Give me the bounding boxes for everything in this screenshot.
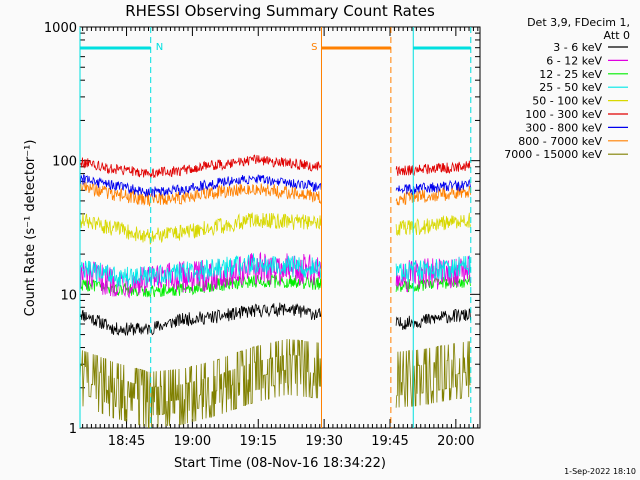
- annotation-label: S: [311, 42, 317, 53]
- legend-entry-label: 7000 - 15000 keV: [504, 148, 602, 161]
- legend-entry-label: 6 - 12 keV: [546, 54, 602, 67]
- legend-header-line: Att 0: [604, 29, 630, 42]
- y-tick-label: 1000: [44, 21, 77, 36]
- legend-entry-label: 50 - 100 keV: [532, 95, 602, 108]
- series-line-6-after: [395, 160, 471, 177]
- series-line-1-before: [79, 302, 322, 337]
- legend-header-line: Det 3,9, FDecim 1,: [527, 16, 630, 29]
- annotation-label: N: [156, 42, 163, 53]
- legend-entry-label: 100 - 300 keV: [525, 108, 602, 121]
- x-axis-label: Start Time (08-Nov-16 18:34:22): [174, 456, 386, 471]
- series-line-5-after: [395, 212, 471, 236]
- y-axis-label: Count Rate (s⁻¹ detector⁻¹): [23, 140, 38, 317]
- x-tick-label: 19:45: [371, 434, 408, 449]
- legend-entry-label: 800 - 7000 keV: [518, 135, 602, 148]
- footer-date: 1-Sep-2022 18:10: [564, 467, 636, 476]
- series-line-7-after: [395, 178, 471, 196]
- chart-title: RHESSI Observing Summary Count Rates: [125, 2, 435, 20]
- x-tick-label: 19:15: [240, 434, 277, 449]
- legend-entry-label: 12 - 25 keV: [539, 68, 602, 81]
- x-tick-label: 19:30: [305, 434, 342, 449]
- x-tick-label: 20:00: [437, 434, 474, 449]
- series-line-8-after: [395, 185, 471, 206]
- series-line-7-before: [79, 173, 322, 198]
- series-line-9-after: [395, 341, 471, 408]
- x-tick-label: 19:00: [174, 434, 211, 449]
- series-line-1-after: [395, 308, 471, 330]
- y-tick-label: 1: [69, 422, 77, 437]
- series-line-5-before: [79, 212, 322, 245]
- series-line-4-before: [79, 253, 322, 288]
- x-tick-label: 18:45: [108, 434, 145, 449]
- series-line-4-after: [395, 255, 471, 283]
- series-line-8-before: [79, 180, 322, 207]
- legend-entry-label: 25 - 50 keV: [539, 81, 602, 94]
- series-line-6-before: [79, 154, 322, 179]
- y-tick-label: 10: [60, 288, 77, 303]
- legend-entry-label: 3 - 6 keV: [553, 41, 602, 54]
- legend-entry-label: 300 - 800 keV: [525, 121, 602, 134]
- series-line-9-before: [79, 338, 322, 429]
- y-tick-label: 100: [52, 155, 77, 170]
